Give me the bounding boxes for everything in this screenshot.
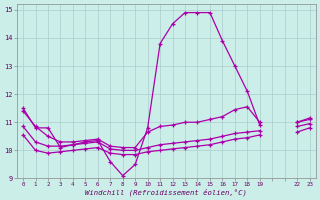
X-axis label: Windchill (Refroidissement éolien,°C): Windchill (Refroidissement éolien,°C) xyxy=(85,188,247,196)
